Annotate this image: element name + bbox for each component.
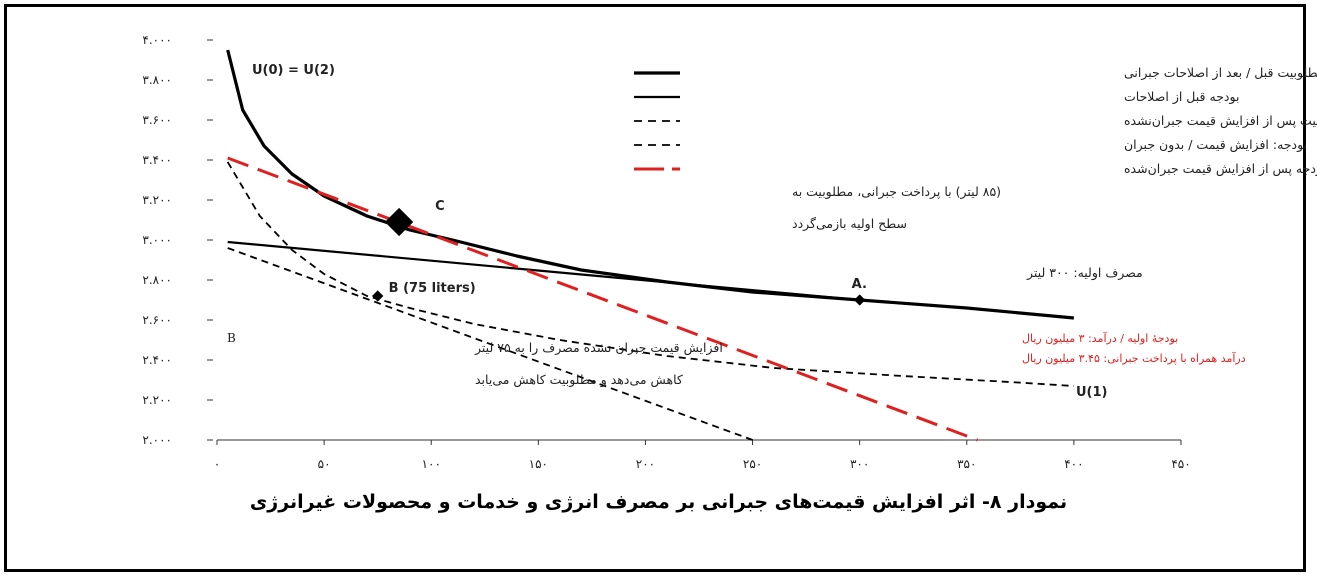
point-a-marker (854, 294, 866, 306)
point-c-label: C (435, 199, 445, 214)
y-tick-label: ۳.۶۰۰ (142, 113, 172, 127)
u0-label: U(0) = U(2) (252, 63, 335, 78)
x-tick-label: ۱۰۰ (422, 457, 441, 471)
point-a-label: A. (852, 277, 867, 292)
legend-label: بودجه پس از افزایش قیمت جبران‌شده (1124, 161, 1317, 177)
legend-label: مطلوبیت قبل / بعد از اصلاحات جبرانی (1124, 65, 1317, 81)
legend-label: بودجه قبل از اصلاحات (1124, 89, 1239, 105)
series-line-budget_uncomp (227, 247, 753, 441)
y-tick-label: ۲.۴۰۰ (142, 353, 172, 367)
legend-label: بودجه: افزایش قیمت / بدون جبران (1124, 137, 1307, 153)
x-tick-label: ۳۵۰ (957, 457, 976, 471)
series-line-budget_comp (227, 156, 979, 442)
figure-caption: نمودار ۸- اثر افزایش قیمت‌های جبرانی بر … (249, 491, 1068, 513)
y-tick-label: ۲.۸۰۰ (142, 273, 172, 287)
point-c-marker (384, 207, 414, 237)
y-tick-label: ۲.۶۰۰ (142, 313, 172, 327)
x-tick-label: ۴۰۰ (1064, 457, 1083, 471)
x-tick-label: ۵۰ (318, 457, 331, 471)
series-line-budget_before (227, 240, 860, 302)
b-small-label: B (227, 331, 236, 345)
x-tick-label: ۴۵۰ (1171, 457, 1190, 471)
y-tick-label: ۳.۰۰۰ (142, 233, 172, 247)
y-tick-label: ۲.۰۰۰ (142, 433, 172, 447)
x-tick-label: ۲۵۰ (743, 457, 762, 471)
point-b-marker (372, 290, 384, 302)
y-tick-label: ۳.۴۰۰ (142, 153, 172, 167)
initial-consumption-note: مصرف اولیه: ۳۰۰ لیتر (1026, 265, 1143, 281)
figure-frame (4, 4, 1306, 572)
legend: مطلوبیت قبل / بعد از اصلاحات جبرانی بودجه… (634, 65, 1317, 177)
u1-label: U(1) (1076, 385, 1107, 400)
x-tick-label: ۳۰۰ (850, 457, 869, 471)
c-note-line-1: (۸۵ لیتر) با پرداخت جبرانی، مطلوبیت به (792, 184, 1001, 200)
points-group: A. B (75 liters) C (372, 199, 867, 306)
series-line-u1 (226, 161, 1074, 387)
x-tick-label: ۲۰۰ (636, 457, 655, 471)
red-note-line-1: بودجهٔ اولیه / درآمد: ۳ میلیون ریال (1022, 331, 1178, 345)
y-tick-label: ۲.۲۰۰ (142, 393, 172, 407)
y-tick-label: ۳.۸۰۰ (142, 73, 172, 87)
legend-label: مطلوبیت پس از افزایش قیمت جبران‌نشده (1124, 113, 1317, 129)
x-tick-label: ۰ (214, 457, 220, 471)
y-tick-label: ۴.۰۰۰ (142, 33, 172, 47)
axes: ۰ ۵۰ ۱۰۰ ۱۵۰ ۲۰۰ ۲۵۰ ۳۰۰ ۳۵۰ ۴۰۰ ۴۵۰ ۲.۰۰۰ ۲.۲۰۰ ۲.۴… (142, 33, 1190, 471)
b-note-line-1: افزایش قیمت جبران نشده مصرف را به ۷۵ لیت… (474, 340, 723, 356)
x-tick-label: ۱۵۰ (529, 457, 548, 471)
b-note-line-2: کاهش می‌دهد و مطلوبیت کاهش می‌یابد (475, 372, 683, 388)
c-note-line-2: سطح اولیه بازمی‌گردد (792, 216, 907, 232)
point-b-label: B (75 liters) (389, 281, 476, 296)
series-group (226, 49, 1075, 442)
y-tick-label: ۳.۲۰۰ (142, 193, 172, 207)
red-note-line-2: درآمد همراه با پرداخت جبرانی: ۳.۴۵ میلیو… (1022, 351, 1246, 365)
